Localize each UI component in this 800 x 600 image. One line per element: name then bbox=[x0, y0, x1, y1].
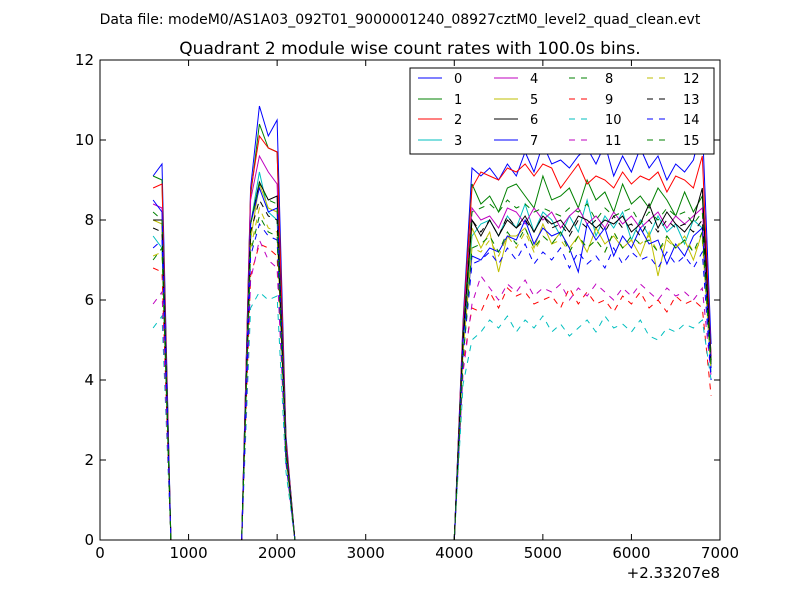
legend-label-14: 14 bbox=[683, 113, 700, 128]
x-offset-label: +2.33207e8 bbox=[627, 564, 720, 582]
figure-suptitle: Data file: modeM0/AS1A03_092T01_90000012… bbox=[100, 12, 701, 28]
series-line-6 bbox=[153, 180, 712, 541]
series-line-14 bbox=[152, 222, 712, 541]
plot-lines bbox=[152, 105, 712, 541]
series-line-1 bbox=[152, 123, 712, 541]
chart-title: Quadrant 2 module wise count rates with … bbox=[179, 39, 640, 59]
y-tick-label: 2 bbox=[84, 451, 94, 469]
series-line-10 bbox=[152, 291, 712, 541]
legend-label-6: 6 bbox=[530, 113, 538, 128]
legend-label-9: 9 bbox=[605, 93, 613, 108]
y-tick-label: 0 bbox=[84, 531, 94, 549]
series-line-9 bbox=[152, 243, 712, 541]
legend-label-0: 0 bbox=[454, 72, 462, 87]
legend-label-4: 4 bbox=[530, 72, 538, 87]
legend-label-2: 2 bbox=[454, 113, 462, 128]
y-tick-label: 10 bbox=[75, 131, 94, 149]
legend-label-10: 10 bbox=[605, 113, 622, 128]
x-tick-label: 5000 bbox=[524, 544, 562, 562]
x-axis: 0 1000 2000 3000 4000 5000 6000 7000 bbox=[95, 60, 739, 562]
series-line-8 bbox=[152, 182, 712, 541]
y-tick-label: 4 bbox=[84, 371, 94, 389]
y-tick-label: 6 bbox=[84, 291, 94, 309]
legend-label-3: 3 bbox=[454, 134, 462, 149]
legend-label-7: 7 bbox=[530, 134, 538, 149]
x-tick-label: 3000 bbox=[347, 544, 385, 562]
legend-label-13: 13 bbox=[683, 93, 700, 108]
x-tick-label: 1000 bbox=[169, 544, 207, 562]
legend-label-12: 12 bbox=[683, 72, 700, 87]
series-line-4 bbox=[152, 154, 712, 541]
x-tick-label: 4000 bbox=[435, 544, 473, 562]
x-tick-label: 0 bbox=[95, 544, 105, 562]
series-line-13 bbox=[152, 198, 712, 541]
x-tick-label: 2000 bbox=[258, 544, 296, 562]
legend-label-1: 1 bbox=[454, 93, 462, 108]
series-line-15 bbox=[152, 214, 712, 541]
y-tick-label: 8 bbox=[84, 211, 94, 229]
x-tick-label: 7000 bbox=[701, 544, 739, 562]
y-tick-label: 12 bbox=[75, 51, 94, 69]
series-line-3 bbox=[152, 171, 712, 541]
series-line-5 bbox=[152, 182, 712, 541]
series-line-0 bbox=[152, 105, 712, 541]
series-line-11 bbox=[152, 238, 712, 541]
x-tick-label: 6000 bbox=[612, 544, 650, 562]
legend-label-8: 8 bbox=[605, 72, 613, 87]
legend-label-11: 11 bbox=[605, 134, 622, 149]
legend-label-5: 5 bbox=[530, 93, 538, 108]
legend-label-15: 15 bbox=[683, 134, 700, 149]
series-line-2 bbox=[152, 134, 712, 541]
